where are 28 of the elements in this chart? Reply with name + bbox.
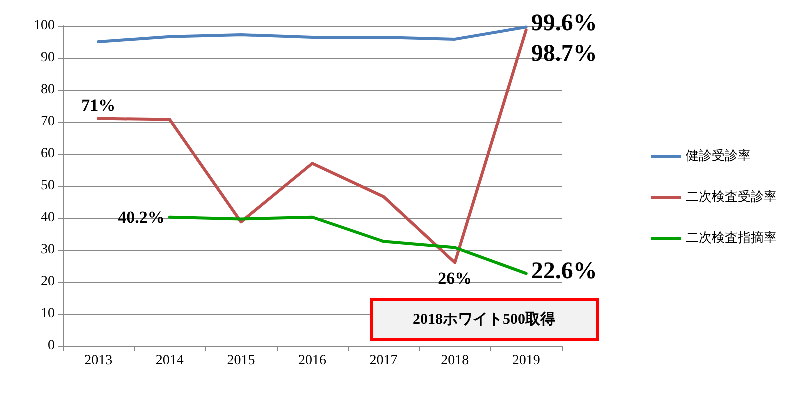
y-tick-label: 30	[41, 242, 55, 258]
x-tick-label: 2018	[441, 354, 470, 368]
data-label: 71%	[82, 96, 116, 115]
x-tick-label: 2015	[227, 354, 256, 368]
y-tick-label: 70	[41, 114, 55, 130]
legend-label: 二次検査指摘率	[686, 230, 777, 246]
x-tick-label: 2017	[370, 354, 398, 368]
x-tick-label: 2013	[84, 354, 113, 368]
data-label: 98.7%	[531, 41, 598, 68]
data-label: 99.6%	[531, 10, 598, 36]
data-label: 26%	[438, 268, 472, 288]
data-label: 22.6%	[531, 258, 598, 285]
y-tick-label: 50	[41, 178, 55, 194]
y-tick-label: 10	[41, 306, 55, 322]
y-tick-label: 40	[41, 210, 55, 226]
data-label: 40.2%	[118, 208, 165, 227]
legend-label: 二次検査受診率	[686, 189, 777, 205]
y-tick-label: 0	[48, 338, 55, 354]
legend-label: 健診受診率	[686, 148, 751, 164]
y-tick-label: 60	[41, 146, 55, 162]
y-tick-label: 100	[34, 18, 55, 34]
x-tick-label: 2019	[512, 354, 540, 368]
x-tick-label: 2014	[156, 354, 184, 368]
y-tick-label: 90	[41, 50, 55, 66]
y-tick-label: 80	[41, 82, 55, 98]
y-tick-label: 20	[41, 274, 55, 290]
line-series	[97, 26, 528, 44]
x-tick-label: 2016	[298, 354, 326, 368]
